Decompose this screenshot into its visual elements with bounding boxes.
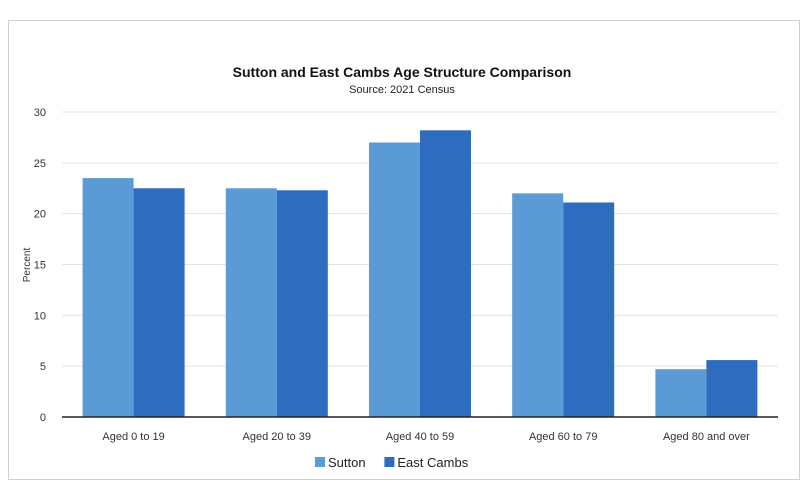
y-tick-label: 25 [34,158,46,170]
chart-subtitle: Source: 2021 Census [349,84,455,96]
y-tick-label: 0 [40,412,46,424]
bar-east-cambs [276,190,328,417]
y-tick-label: 30 [34,107,46,119]
y-tick-label: 20 [34,209,46,221]
bar-sutton [369,142,420,417]
bar-east-cambs [133,188,185,417]
bar-sutton [82,178,134,417]
legend: Sutton East Cambs [315,455,469,470]
bar-east-cambs [420,130,471,418]
chart-title: Sutton and East Cambs Age Structure Comp… [233,64,572,80]
bar-sutton [655,369,707,417]
legend-label: Sutton [328,455,366,470]
bar-sutton [512,193,564,417]
y-axis-label: Percent [22,248,33,283]
legend-swatch [384,457,395,467]
y-tick-label: 5 [40,361,46,373]
y-axis-ticks: 0 5 10 15 20 25 30 [34,107,46,424]
bar-sutton [225,188,277,417]
x-axis-ticks: Aged 0 to 19 Aged 20 to 39 Aged 40 to 59 Ag… [102,431,750,443]
y-tick-label: 10 [34,310,46,322]
x-tick-label: Aged 80 and over [663,431,750,443]
y-tick-label: 15 [34,260,46,272]
legend-swatch [315,457,325,467]
legend-label: East Cambs [397,455,468,470]
bar-east-cambs [706,360,758,417]
x-tick-label: Aged 40 to 59 [386,431,455,443]
x-tick-label: Aged 20 to 39 [243,431,312,443]
x-tick-label: Aged 60 to 79 [529,431,598,443]
bar-chart: Sutton and East Cambs Age Structure Comp… [22,64,778,470]
bar-east-cambs [563,202,615,417]
x-tick-label: Aged 0 to 19 [102,431,164,443]
bars [82,130,758,418]
